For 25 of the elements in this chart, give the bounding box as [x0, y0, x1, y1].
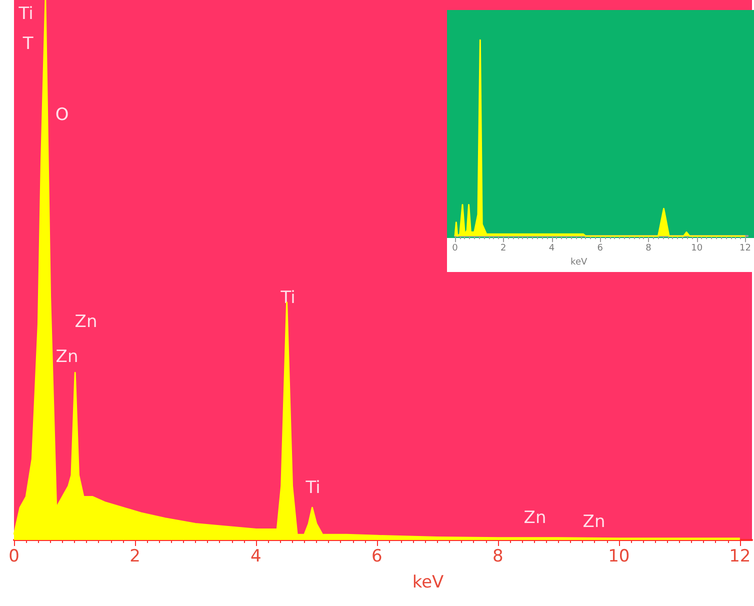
- annotation: Zn: [524, 508, 546, 528]
- annotation: Zn: [56, 347, 78, 367]
- annotation: T: [22, 34, 34, 54]
- x-tick-label: 4: [250, 546, 262, 566]
- annotation: Zn: [582, 512, 606, 532]
- x-tick-label: 2: [130, 546, 140, 566]
- x-axis-title: keV: [412, 572, 444, 592]
- x-tick-label: 4: [548, 244, 555, 254]
- x-tick-label: 0: [452, 244, 458, 254]
- x-tick-label: 12: [740, 244, 751, 254]
- x-axis-title: keV: [570, 258, 588, 268]
- x-tick-label: 12: [729, 546, 751, 566]
- annotation: Ti: [304, 478, 320, 498]
- annotation: Ti: [18, 4, 34, 24]
- x-tick-label: 10: [691, 244, 703, 254]
- annotation: O: [55, 105, 69, 125]
- x-tick-label: 6: [372, 546, 382, 566]
- x-tick-label: 6: [597, 244, 604, 254]
- x-tick-label: 2: [500, 244, 506, 254]
- x-tick-label: 8: [492, 546, 504, 566]
- x-tick-label: 0: [8, 546, 20, 566]
- annotation: Ti: [280, 288, 296, 308]
- x-tick-label: 8: [646, 244, 652, 254]
- annotation: Zn: [74, 312, 98, 332]
- x-tick-label: 10: [608, 546, 630, 566]
